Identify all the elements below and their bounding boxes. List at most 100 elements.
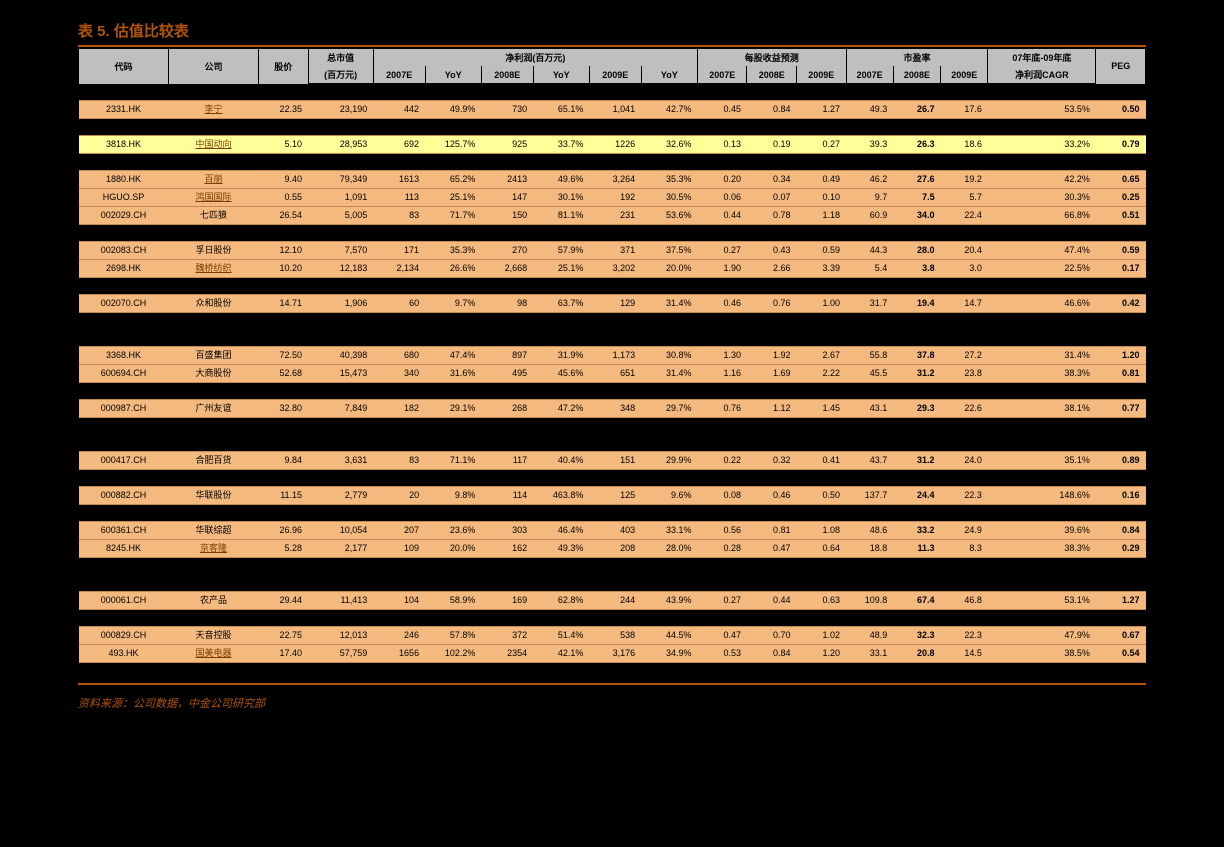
spacer-row (79, 610, 1146, 627)
cell-yoy08: 57.9% (533, 242, 589, 260)
cell-yoy07: 20.0% (425, 540, 481, 558)
cell-peg: 0.59 (1096, 242, 1146, 260)
cell-np08: 169 (481, 592, 533, 610)
cell-pe08: 27.6 (893, 171, 940, 189)
cell-np07: 104 (373, 592, 425, 610)
table-row: 2698.HK魏桥纺织10.2012,1832,13426.6%2,66825.… (79, 260, 1146, 278)
cell-pe08: 67.4 (893, 592, 940, 610)
source-text: 资料来源：公司数据，中金公司研究部 (78, 695, 1146, 711)
cell-cagr: 22.5% (988, 260, 1096, 278)
cell-pe07: 48.9 (846, 627, 893, 645)
spacer-row (79, 119, 1146, 136)
cell-price: 5.28 (259, 540, 309, 558)
cell-np09: 129 (589, 295, 641, 313)
cell-cagr: 31.4% (988, 347, 1096, 365)
hdr-netprofit: 净利润(百万元) (373, 49, 697, 67)
table-header: 代码 公司 股价 总市值 净利润(百万元) 每股收益预测 市盈率 07年底-09… (79, 49, 1146, 84)
cell-eps07: 0.27 (697, 242, 747, 260)
cell-price: 52.68 (259, 365, 309, 383)
cell-eps07: 0.46 (697, 295, 747, 313)
cell-mktcap: 28,953 (308, 136, 373, 154)
cell-mktcap: 12,183 (308, 260, 373, 278)
cell-company: 魏桥纺织 (169, 260, 259, 278)
cell-yoy07: 29.1% (425, 400, 481, 418)
cell-eps08: 2.66 (747, 260, 797, 278)
cell-pe08: 3.8 (893, 260, 940, 278)
hdr-yoy07: YoY (425, 66, 481, 84)
hdr-mktcap-unit: (百万元) (308, 66, 373, 84)
cell-np09: 3,264 (589, 171, 641, 189)
cell-company: 七匹狼 (169, 207, 259, 225)
cell-code: 2698.HK (79, 260, 169, 278)
cell-pe07: 109.8 (846, 592, 893, 610)
cell-eps09: 0.49 (797, 171, 847, 189)
cell-pe07: 60.9 (846, 207, 893, 225)
cell-yoy07: 26.6% (425, 260, 481, 278)
cell-np07: 60 (373, 295, 425, 313)
hdr-eps09: 2009E (797, 66, 847, 84)
cell-eps09: 1.02 (797, 627, 847, 645)
cell-np08: 98 (481, 295, 533, 313)
cell-mktcap: 1,906 (308, 295, 373, 313)
company-link[interactable]: 魏桥纺织 (196, 263, 232, 273)
table-row: 8245.HK京客隆5.282,17710920.0%16249.3%20828… (79, 540, 1146, 558)
cell-pe09: 24.0 (941, 452, 988, 470)
cell-eps08: 0.44 (747, 592, 797, 610)
cell-yoy09: 30.5% (641, 189, 697, 207)
cell-yoy09: 31.4% (641, 365, 697, 383)
cell-yoy09: 28.0% (641, 540, 697, 558)
cell-eps08: 0.46 (747, 487, 797, 505)
cell-yoy07: 23.6% (425, 522, 481, 540)
cell-pe07: 46.2 (846, 171, 893, 189)
cell-cagr: 38.1% (988, 400, 1096, 418)
cell-pe08: 20.8 (893, 645, 940, 663)
cell-cagr: 47.9% (988, 627, 1096, 645)
cell-company: 鸿国国际 (169, 189, 259, 207)
cell-pe09: 24.9 (941, 522, 988, 540)
cell-yoy08: 51.4% (533, 627, 589, 645)
spacer-row (79, 330, 1146, 347)
cell-yoy08: 49.3% (533, 540, 589, 558)
cell-cagr: 148.6% (988, 487, 1096, 505)
spacer-row (79, 383, 1146, 400)
company-link[interactable]: 李宁 (205, 104, 223, 114)
cell-pe08: 7.5 (893, 189, 940, 207)
company-link[interactable]: 百丽 (205, 174, 223, 184)
table-row: 002029.CH七匹狼26.545,0058371.7%15081.1%231… (79, 207, 1146, 225)
company-link[interactable]: 京客隆 (200, 543, 227, 553)
table-row: 002070.CH众和股份14.711,906609.7%9863.7%1293… (79, 295, 1146, 313)
cell-pe09: 23.8 (941, 365, 988, 383)
cell-code: 000417.CH (79, 452, 169, 470)
cell-np08: 147 (481, 189, 533, 207)
cell-peg: 0.51 (1096, 207, 1146, 225)
company-link[interactable]: 鸿国国际 (196, 192, 232, 202)
cell-cagr: 33.2% (988, 136, 1096, 154)
company-link[interactable]: 国美电器 (196, 648, 232, 658)
cell-yoy09: 37.5% (641, 242, 697, 260)
cell-np09: 208 (589, 540, 641, 558)
cell-code: 002070.CH (79, 295, 169, 313)
cell-np07: 83 (373, 207, 425, 225)
cell-yoy08: 42.1% (533, 645, 589, 663)
cell-pe08: 31.2 (893, 452, 940, 470)
cell-eps07: 0.47 (697, 627, 747, 645)
cell-mktcap: 7,570 (308, 242, 373, 260)
cell-pe07: 137.7 (846, 487, 893, 505)
cell-pe07: 43.1 (846, 400, 893, 418)
company-link[interactable]: 中国动向 (196, 139, 232, 149)
cell-np07: 109 (373, 540, 425, 558)
cell-price: 5.10 (259, 136, 309, 154)
cell-np08: 372 (481, 627, 533, 645)
cell-pe09: 27.2 (941, 347, 988, 365)
cell-eps07: 0.22 (697, 452, 747, 470)
cell-code: 493.HK (79, 645, 169, 663)
cell-yoy07: 9.7% (425, 295, 481, 313)
spacer-row (79, 278, 1146, 295)
cell-np07: 113 (373, 189, 425, 207)
cell-cagr: 53.5% (988, 101, 1096, 119)
cell-yoy09: 42.7% (641, 101, 697, 119)
cell-eps07: 0.13 (697, 136, 747, 154)
cell-cagr: 53.1% (988, 592, 1096, 610)
table-row: 000061.CH农产品29.4411,41310458.9%16962.8%2… (79, 592, 1146, 610)
cell-eps09: 0.64 (797, 540, 847, 558)
